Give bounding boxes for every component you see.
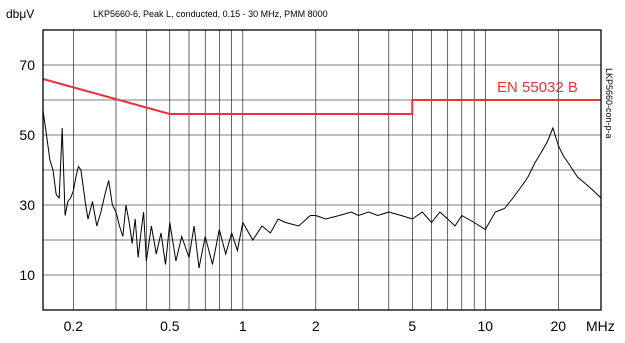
- x-tick-label: 2: [312, 318, 320, 334]
- trace-line: [43, 111, 601, 269]
- x-tick-label: 10: [478, 318, 494, 334]
- chart-title: LKP5660-6, Peak L, conducted, 0.15 - 30 …: [93, 9, 328, 19]
- x-tick-label: 5: [408, 318, 416, 334]
- y-axis-label: dbμV: [6, 7, 34, 21]
- y-tick-labels: 10 30 50 70: [19, 57, 35, 283]
- x-tick-labels: 0.2 0.5 1 2 5 10 20: [64, 318, 567, 334]
- limit-line-label: EN 55032 B: [497, 79, 578, 96]
- x-tick-label: 20: [551, 318, 567, 334]
- x-tick-label: 1: [239, 318, 247, 334]
- y-tick-label: 30: [19, 197, 35, 213]
- grid: [43, 30, 601, 310]
- x-axis-unit-label: MHz: [586, 318, 615, 334]
- y-tick-label: 10: [19, 267, 35, 283]
- y-tick-label: 50: [19, 127, 35, 143]
- x-tick-label: 0.2: [64, 318, 84, 334]
- side-label: LKP5660-con-p-a: [604, 68, 614, 139]
- x-tick-label: 0.5: [160, 318, 180, 334]
- y-tick-label: 70: [19, 57, 35, 73]
- measurement-trace: [43, 111, 601, 269]
